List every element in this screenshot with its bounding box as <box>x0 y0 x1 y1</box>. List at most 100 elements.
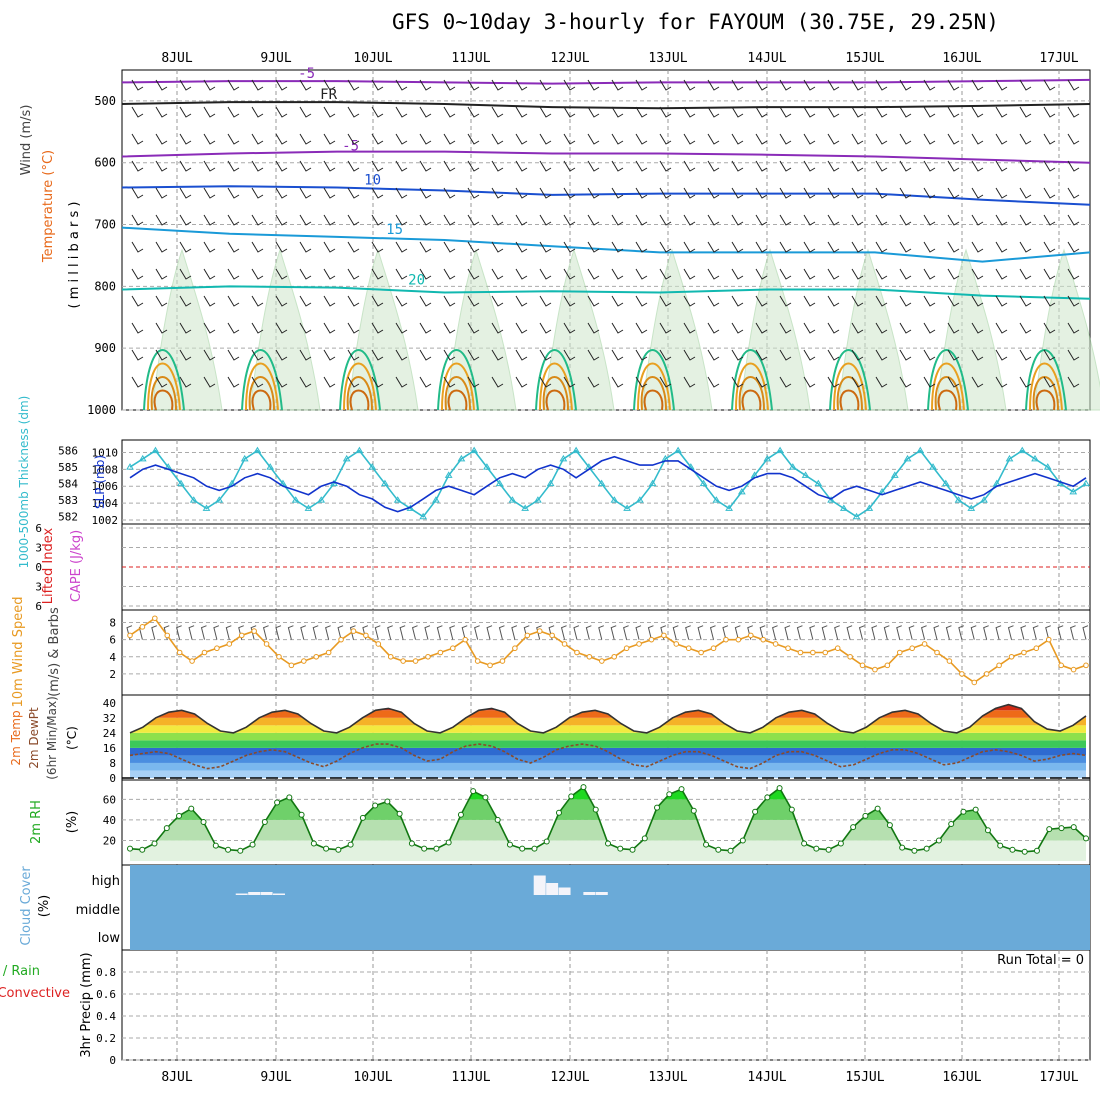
wind-barb <box>1043 295 1056 307</box>
wind-barb <box>443 349 456 361</box>
wind-barb <box>515 376 528 388</box>
thickness-point <box>1043 463 1052 470</box>
wind-barb <box>299 106 312 118</box>
wind-speed-point <box>623 645 630 652</box>
wind-speed-point <box>685 645 692 652</box>
wind-barb <box>563 322 576 334</box>
thickness-point <box>253 446 262 454</box>
wind-barb <box>467 79 480 91</box>
wind-barb <box>179 295 192 307</box>
wind-speed-point <box>636 641 642 647</box>
wind-barb <box>515 106 528 118</box>
thickness-point <box>788 463 797 470</box>
wind-barb <box>155 133 168 145</box>
wind-barb <box>779 349 792 361</box>
rh-point <box>715 846 722 853</box>
thickness-point <box>929 463 937 470</box>
wind-speed-point <box>847 653 853 660</box>
li-tick-label: 3 <box>35 542 42 555</box>
wind-barb <box>875 241 888 253</box>
wind-barb <box>203 322 216 334</box>
wind-barb <box>1043 322 1056 334</box>
surface-wind-barb <box>176 625 182 640</box>
wind-barb <box>851 106 864 118</box>
temp-tick-label: 8 <box>109 757 116 770</box>
wind-speed-point <box>785 645 791 652</box>
wind-barb <box>611 349 624 361</box>
wind-barb <box>323 160 336 172</box>
wind-speed-point <box>387 653 394 660</box>
thickness-point <box>419 512 428 520</box>
wind-barb <box>779 187 792 199</box>
thickness-point <box>776 446 784 454</box>
thickness-tick-label: 583 <box>58 494 78 507</box>
isotherm-label: 15 <box>386 222 403 238</box>
wind-barb <box>491 268 504 280</box>
surface-wind-barb <box>672 625 679 640</box>
wind-barb <box>995 133 1008 145</box>
wind-barb <box>251 214 264 226</box>
surface-wind-barb <box>213 625 220 640</box>
wind-barb <box>155 295 168 307</box>
wind-barb <box>923 295 936 307</box>
wind-barb <box>803 376 816 388</box>
surface-wind-barb <box>809 625 816 640</box>
surface-wind-barb <box>722 625 729 640</box>
wind-speed-point <box>959 671 965 677</box>
wind-barb <box>179 160 192 172</box>
wind-barb <box>755 376 768 388</box>
wind-barb <box>611 214 624 226</box>
rh-point <box>813 845 820 852</box>
wind-barb <box>875 349 888 361</box>
wind-speed-point <box>561 641 568 647</box>
rh-point <box>911 847 918 854</box>
wind-barb <box>467 187 480 199</box>
rh-point <box>200 818 207 825</box>
thickness-point <box>635 496 644 503</box>
thickness-point <box>648 479 657 487</box>
surface-wind-barb <box>511 625 518 640</box>
wind-barb <box>323 187 336 199</box>
thickness-point <box>827 496 835 503</box>
wind-barb <box>443 160 456 172</box>
wind-barb <box>707 187 720 199</box>
rh-point <box>188 805 195 812</box>
rh-point <box>261 818 268 825</box>
low-level-isotherm <box>637 362 671 411</box>
thickness-point <box>317 496 326 503</box>
wind-speed-point <box>214 645 220 652</box>
cloud-bar <box>546 883 559 895</box>
wind-barb <box>467 106 480 118</box>
wind-barb <box>323 133 336 145</box>
date-label-top: 17JUL <box>1039 51 1078 66</box>
wind-barb <box>179 268 192 280</box>
wind-barb <box>851 214 864 226</box>
wind-barb <box>155 160 168 172</box>
wind-barb <box>947 133 960 145</box>
precip-tick-label: 0.2 <box>96 1032 116 1045</box>
rh-point <box>519 845 526 852</box>
wind-barb <box>443 376 456 388</box>
surface-wind-barb <box>387 625 393 640</box>
temp-band <box>130 732 1086 741</box>
wind-barb <box>251 322 264 334</box>
thickness-point <box>240 454 249 462</box>
wind-barb <box>251 376 264 388</box>
low-level-isotherm <box>1029 362 1063 411</box>
wind-barb <box>899 187 912 199</box>
wind-barb <box>1043 349 1056 361</box>
low-level-isotherm <box>738 376 765 411</box>
wind-barb <box>659 322 672 334</box>
wind-barb <box>1019 295 1032 307</box>
wind-barb <box>803 349 816 361</box>
wind-barb <box>875 376 888 388</box>
precip-tick-label: 0 <box>109 1054 116 1067</box>
cloud-bar <box>235 893 248 895</box>
wind-barb <box>587 268 600 280</box>
wind-barb <box>707 106 720 118</box>
isotherm-line <box>121 285 1091 300</box>
thickness-point <box>177 479 185 487</box>
thickness-point <box>304 504 313 511</box>
thickness-point <box>546 479 555 487</box>
wind-barb <box>539 133 552 145</box>
